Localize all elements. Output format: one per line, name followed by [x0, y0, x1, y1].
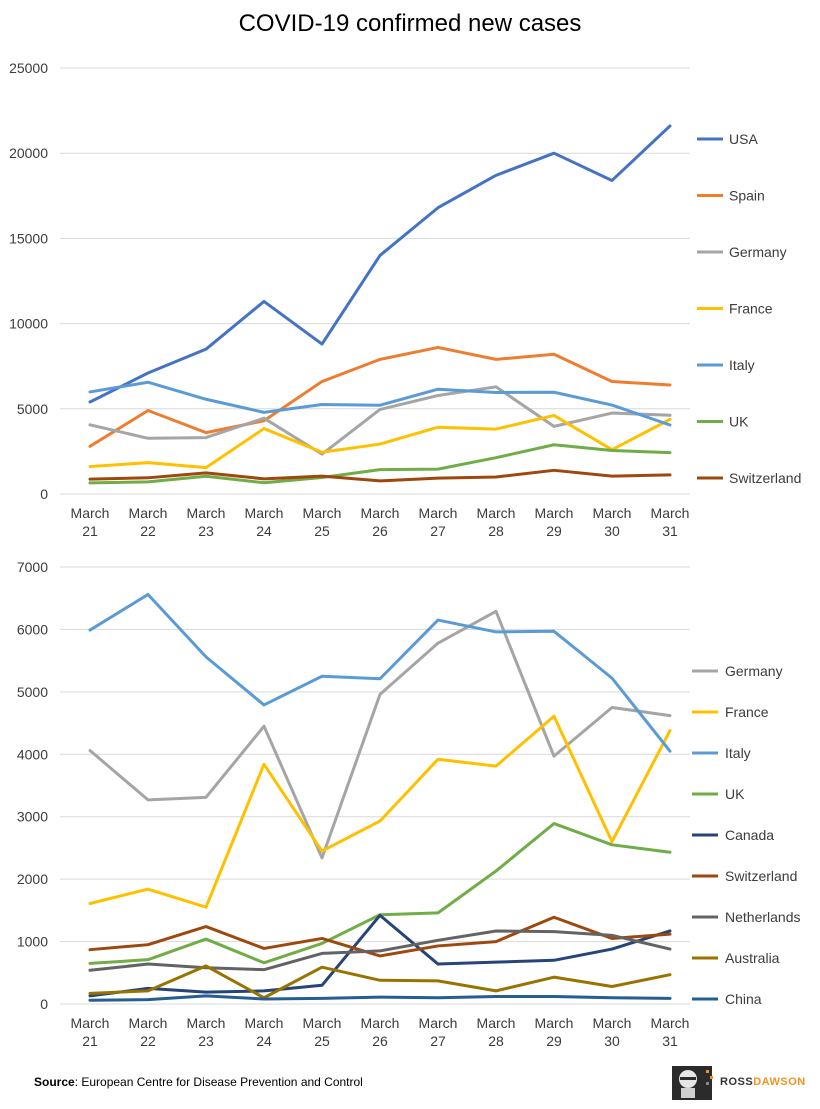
- x-tick-label: March 31: [651, 505, 690, 539]
- series-line-switzerland: [88, 915, 672, 958]
- series-line-germany: [88, 385, 672, 456]
- series-line-switzerland: [88, 468, 672, 483]
- legend-label-switzerland: Switzerland: [729, 470, 801, 486]
- y-tick-label: 5000: [17, 684, 48, 700]
- y-tick-label: 15000: [9, 230, 48, 246]
- x-tick-label: March 22: [129, 1015, 168, 1049]
- series-line-china: [88, 994, 672, 1002]
- x-tick-label: March 23: [187, 505, 226, 539]
- series-line-germany: [88, 609, 672, 860]
- legend-label-italy: Italy: [729, 357, 755, 373]
- series-line-netherlands: [88, 929, 672, 972]
- series-line-usa: [88, 124, 672, 404]
- x-tick-label: March 24: [245, 1015, 284, 1049]
- series-line-france: [88, 413, 672, 470]
- y-tick-label: 3000: [17, 809, 48, 825]
- y-tick-label: 25000: [9, 60, 48, 76]
- x-tick-label: March 21: [71, 1015, 110, 1049]
- legend-label-uk: UK: [725, 786, 745, 802]
- series-line-italy: [88, 592, 672, 753]
- x-tick-label: March 30: [593, 505, 632, 539]
- x-tick-label: March 22: [129, 505, 168, 539]
- brand-name-dawson: DAWSON: [753, 1076, 806, 1088]
- legend-label-germany: Germany: [729, 244, 787, 260]
- legend-label-netherlands: Netherlands: [725, 909, 801, 925]
- source-note: Source: European Centre for Disease Prev…: [34, 1075, 363, 1089]
- legend-label-usa: USA: [729, 131, 758, 147]
- y-tick-label: 4000: [17, 746, 48, 762]
- chart-title: COVID-19 confirmed new cases: [238, 10, 582, 37]
- legend-label-switzerland: Switzerland: [725, 868, 797, 884]
- x-tick-label: March 31: [651, 1015, 690, 1049]
- x-tick-label: March 26: [361, 505, 400, 539]
- series-line-australia: [88, 964, 672, 1000]
- source-text: : European Centre for Disease Prevention…: [74, 1075, 363, 1089]
- x-tick-label: March 27: [419, 505, 458, 539]
- x-tick-label: March 23: [187, 1015, 226, 1049]
- series-line-uk: [88, 822, 672, 965]
- x-tick-label: March 29: [535, 505, 574, 539]
- legend-label-spain: Spain: [729, 188, 765, 204]
- face-icon: [672, 1066, 713, 1100]
- x-tick-label: March 30: [593, 1015, 632, 1049]
- y-tick-label: 6000: [17, 621, 48, 637]
- x-tick-label: March 25: [303, 1015, 342, 1049]
- legend-label-china: China: [725, 991, 762, 1007]
- y-tick-label: 7000: [17, 559, 48, 575]
- legend-label-france: France: [725, 704, 769, 720]
- y-tick-label: 10000: [9, 316, 48, 332]
- series-line-canada: [88, 913, 672, 998]
- legend-label-france: France: [729, 301, 773, 317]
- y-tick-label: 20000: [9, 145, 48, 161]
- x-tick-label: March 21: [71, 505, 110, 539]
- y-tick-label: 0: [40, 486, 48, 502]
- x-tick-label: March 26: [361, 1015, 400, 1049]
- legend-label-uk: UK: [729, 414, 749, 430]
- source-label: Source: [34, 1075, 75, 1089]
- brand-name: ROSSDAWSON: [720, 1076, 806, 1088]
- y-tick-label: 5000: [17, 401, 48, 417]
- legend-label-italy: Italy: [725, 745, 751, 761]
- x-tick-label: March 25: [303, 505, 342, 539]
- brand-logo: ROSSDAWSON: [668, 1060, 818, 1104]
- series-line-uk: [88, 443, 672, 485]
- series-line-france: [88, 714, 672, 909]
- x-tick-label: March 29: [535, 1015, 574, 1049]
- legend-label-australia: Australia: [725, 950, 780, 966]
- brand-name-ross: ROSS: [720, 1076, 754, 1088]
- series-line-spain: [88, 345, 672, 448]
- x-tick-label: March 24: [245, 505, 284, 539]
- x-tick-label: March 27: [419, 1015, 458, 1049]
- y-tick-label: 0: [40, 996, 48, 1012]
- y-tick-label: 1000: [17, 934, 48, 950]
- chart-bottom: 0 1000 2000 3000 4000 5000 6000 7000 March 21 Marc…: [17, 559, 801, 1049]
- series-line-italy: [88, 380, 672, 427]
- legend-label-canada: Canada: [725, 827, 774, 843]
- legend-label-germany: Germany: [725, 663, 783, 679]
- x-tick-label: March 28: [477, 505, 516, 539]
- chart-top: 0 5000 10000 15000 20000 25000 March 21 March 22 M…: [9, 60, 801, 539]
- x-tick-label: March 28: [477, 1015, 516, 1049]
- y-tick-label: 2000: [17, 871, 48, 887]
